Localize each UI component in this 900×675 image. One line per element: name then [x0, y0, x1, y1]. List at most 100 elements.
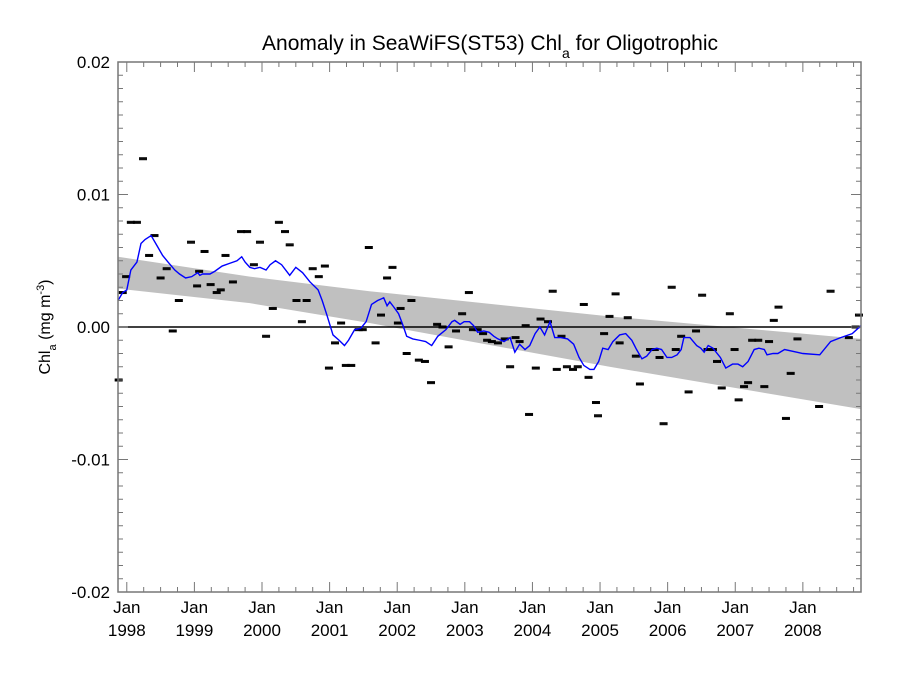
data-point — [725, 312, 734, 316]
data-point — [591, 401, 600, 405]
data-point — [308, 267, 317, 271]
data-point — [605, 314, 614, 318]
data-point — [221, 253, 230, 257]
data-point — [324, 366, 333, 370]
x-tick-label-year: 1998 — [108, 621, 146, 640]
data-point — [730, 348, 739, 352]
data-point — [420, 359, 429, 363]
data-point — [376, 313, 385, 317]
x-tick-label-year: 2005 — [581, 621, 619, 640]
x-tick-label-year: 2004 — [514, 621, 552, 640]
data-point — [427, 381, 436, 385]
data-point — [692, 329, 701, 333]
data-point — [635, 382, 644, 386]
data-point — [717, 386, 726, 390]
data-point — [786, 371, 795, 375]
data-point — [506, 365, 515, 369]
x-tick-label-month: Jan — [384, 598, 411, 617]
data-point — [521, 324, 530, 328]
data-point — [667, 285, 676, 289]
data-point — [548, 289, 557, 293]
y-tick-label: -0.01 — [71, 451, 110, 470]
data-point — [132, 220, 141, 224]
data-point — [438, 325, 447, 329]
y-axis-label: Chla (mg m-3) — [35, 279, 59, 374]
y-tick-label: 0.00 — [77, 318, 110, 337]
data-point — [584, 375, 593, 379]
data-point — [793, 337, 802, 341]
data-point — [162, 267, 171, 271]
data-point — [631, 354, 640, 358]
data-point — [671, 348, 680, 352]
data-point — [444, 345, 453, 349]
x-tick-label-year: 2000 — [243, 621, 281, 640]
x-tick-label-month: Jan — [181, 598, 208, 617]
data-point — [206, 283, 215, 287]
data-point — [337, 321, 346, 325]
data-point — [268, 306, 277, 310]
y-tick-label: 0.02 — [77, 53, 110, 72]
data-point — [525, 412, 534, 416]
data-point — [195, 269, 204, 273]
data-point — [187, 240, 196, 244]
data-point — [285, 243, 294, 247]
data-point — [139, 157, 148, 161]
data-point — [280, 230, 289, 234]
data-point — [452, 329, 461, 333]
data-point — [744, 381, 753, 385]
data-point — [249, 263, 258, 267]
data-point — [740, 385, 749, 389]
data-point — [396, 306, 405, 310]
data-point — [600, 332, 609, 336]
x-tick-label-year: 2007 — [716, 621, 754, 640]
data-point — [844, 336, 853, 340]
data-point — [774, 305, 783, 309]
x-tick-label-month: Jan — [451, 598, 478, 617]
data-point — [320, 264, 329, 268]
x-tick-label-month: Jan — [654, 598, 681, 617]
data-point — [515, 340, 524, 344]
data-point — [156, 276, 165, 280]
data-point — [568, 367, 577, 371]
data-point — [684, 390, 693, 394]
x-tick-label-year: 1999 — [175, 621, 213, 640]
data-point — [302, 299, 311, 302]
chart-title: Anomaly in SeaWiFS(ST53) Chla for Oligot… — [262, 32, 718, 61]
data-point — [826, 289, 835, 293]
data-point — [754, 338, 763, 342]
data-point — [364, 246, 373, 249]
data-point — [216, 288, 225, 292]
data-point — [243, 230, 252, 234]
x-tick-label-month: Jan — [248, 598, 275, 617]
data-point — [371, 341, 380, 345]
data-point — [393, 321, 402, 325]
data-point — [433, 322, 442, 326]
y-tick-label: 0.01 — [77, 186, 110, 205]
data-point — [297, 320, 306, 324]
data-point — [536, 317, 545, 321]
x-tick-label-month: Jan — [722, 598, 749, 617]
data-point — [145, 253, 154, 257]
data-point — [573, 365, 582, 369]
data-point — [347, 363, 356, 367]
x-tick-label-year: 2001 — [311, 621, 349, 640]
x-tick-label-month: Jan — [113, 598, 140, 617]
data-point — [760, 385, 769, 389]
data-point — [655, 355, 664, 359]
data-point — [200, 249, 209, 253]
data-point — [511, 336, 520, 340]
data-point — [579, 302, 588, 306]
x-tick-label-month: Jan — [789, 598, 816, 617]
running-mean-line — [117, 234, 862, 371]
data-point — [493, 341, 502, 345]
data-point — [383, 276, 392, 280]
data-point — [562, 365, 571, 369]
x-tick-label-month: Jan — [586, 598, 613, 617]
data-point — [193, 284, 202, 288]
data-point — [464, 291, 473, 295]
data-point — [407, 299, 416, 302]
data-point — [314, 275, 323, 279]
data-points-layer — [114, 157, 863, 426]
data-point — [712, 359, 721, 363]
